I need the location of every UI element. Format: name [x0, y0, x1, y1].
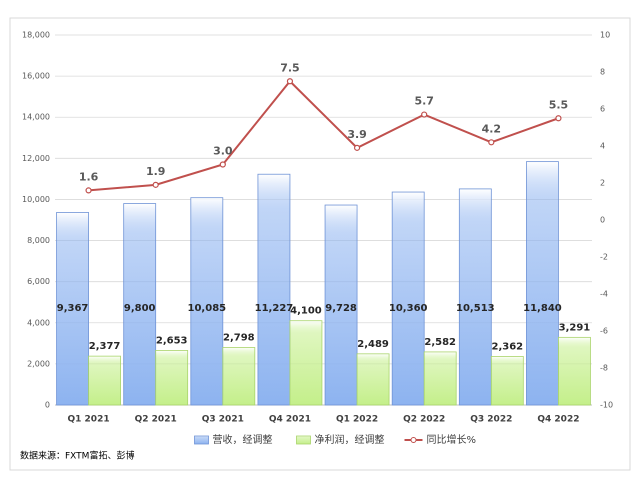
data-label: 10,513 [456, 303, 495, 314]
x-tick-label: Q4 2022 [537, 415, 579, 425]
source-note: 数据来源：FXTM富拓、彭博 [20, 450, 134, 462]
y2-tick-label: 6 [600, 105, 605, 114]
y2-tick-label: 10 [600, 31, 610, 40]
data-label: 3.9 [347, 128, 367, 141]
line-marker [286, 78, 294, 85]
bar [458, 188, 492, 406]
y2-tick-label: -4 [600, 290, 608, 299]
data-label: 2,653 [156, 335, 188, 346]
x-tick-label: Q3 2022 [470, 415, 512, 425]
x-tick-label: Q1 2022 [336, 415, 378, 425]
legend-swatch [410, 437, 417, 443]
x-tick-label: Q4 2021 [269, 415, 311, 425]
data-label: 5.5 [549, 98, 569, 111]
bar [56, 212, 89, 406]
legend-label: 同比增长% [427, 433, 477, 446]
bar [423, 351, 457, 406]
bar [558, 336, 591, 406]
data-label: 10,360 [389, 303, 428, 314]
y2-tick-label: -10 [600, 401, 613, 410]
data-label: 2,798 [223, 332, 255, 343]
data-label: 2,582 [424, 337, 456, 348]
line [88, 79, 559, 192]
data-label: 11,227 [255, 303, 294, 314]
y-tick-label: 4,000 [27, 318, 50, 327]
y-tick-label: 10,000 [22, 195, 50, 204]
bar [526, 161, 559, 406]
x-tick-label: Q1 2021 [68, 415, 110, 425]
data-label: 10,085 [188, 303, 227, 314]
y-tick-label: 0 [45, 401, 50, 410]
bar [190, 197, 224, 406]
y2-tick-label: 4 [600, 142, 605, 151]
bar [289, 320, 323, 406]
x-tick-label: Q2 2021 [135, 415, 177, 425]
y-tick-label: 2,000 [27, 359, 50, 368]
bar [356, 353, 390, 406]
data-label: 2,489 [357, 339, 389, 350]
bar [324, 204, 358, 406]
data-label: 9,367 [57, 303, 89, 314]
x-tick-label: Q2 2022 [403, 415, 445, 425]
bar [257, 173, 291, 406]
data-label: 3,291 [559, 322, 591, 333]
x-tick-label: Q3 2021 [202, 415, 244, 425]
y2-tick-label: -6 [600, 327, 608, 336]
bar [88, 355, 121, 406]
y-tick-label: 8,000 [27, 236, 50, 245]
line-marker [353, 144, 361, 151]
y-tick-label: 6,000 [27, 277, 50, 286]
data-label: 2,377 [89, 341, 121, 352]
y2-tick-label: 0 [600, 216, 605, 225]
data-label: 4.2 [482, 122, 502, 135]
data-label: 1.9 [146, 165, 166, 178]
y-tick-label: 18,000 [22, 31, 50, 40]
line-marker [152, 181, 159, 188]
y-tick-label: 12,000 [22, 154, 50, 163]
y-tick-label: 16,000 [22, 72, 50, 81]
data-label: 9,728 [325, 303, 357, 314]
data-label: 5.7 [414, 95, 434, 108]
line-marker [555, 115, 562, 122]
bar [222, 347, 256, 406]
y2-tick-label: 2 [600, 179, 605, 188]
data-label: 4,100 [290, 306, 322, 317]
bar [490, 356, 524, 406]
y-tick-label: 14,000 [22, 113, 50, 122]
data-label: 3.0 [213, 145, 233, 158]
line-marker [85, 187, 92, 194]
bar [391, 191, 425, 406]
data-label: 9,800 [124, 303, 156, 314]
legend-label: 净利润，经调整 [315, 433, 385, 446]
legend-swatch [194, 435, 209, 445]
bar [123, 203, 157, 406]
data-label: 11,840 [523, 303, 562, 314]
data-label: 7.5 [280, 61, 300, 74]
y2-tick-label: -8 [600, 364, 608, 373]
bar [155, 350, 189, 406]
line-marker [488, 139, 495, 146]
legend-swatch [296, 435, 311, 445]
data-label: 2,362 [491, 341, 523, 352]
data-label: 1.6 [79, 170, 99, 183]
line-marker [421, 111, 428, 118]
legend-label: 营收，经调整 [213, 433, 273, 446]
y2-tick-label: -2 [600, 253, 608, 262]
line-marker [219, 161, 226, 168]
y2-tick-label: 8 [600, 68, 605, 77]
